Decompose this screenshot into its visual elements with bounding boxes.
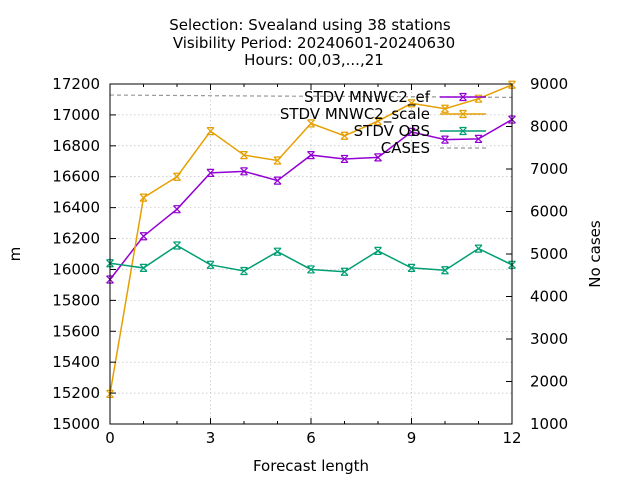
data-point-stdv-mnwc2-scale bbox=[173, 172, 181, 181]
y-tick-label: 15000 bbox=[52, 415, 100, 433]
y-tick-label: 16800 bbox=[52, 137, 100, 155]
x-tick-label: 12 bbox=[502, 429, 521, 447]
x-axis-label: Forecast length bbox=[253, 457, 369, 475]
y2-tick-label: 5000 bbox=[530, 245, 568, 263]
series-stdv-obs bbox=[106, 241, 516, 276]
x-tick-label: 9 bbox=[407, 429, 417, 447]
data-point-stdv-mnwc2-scale bbox=[374, 116, 382, 126]
data-point-stdv-mnwc2-scale bbox=[273, 156, 282, 165]
data-point-stdv-mnwc2-ef bbox=[474, 134, 483, 143]
data-point-stdv-mnwc2-ef bbox=[206, 168, 215, 177]
y-tick-label: 16400 bbox=[52, 199, 100, 217]
data-point-stdv-mnwc2-ef bbox=[407, 127, 416, 137]
x-tick-label: 3 bbox=[206, 429, 216, 447]
legend-marker-stdv-mnwc2-ef bbox=[459, 92, 467, 102]
data-point-stdv-mnwc2-ef bbox=[441, 135, 449, 144]
series-line-stdv-mnwc2-ef bbox=[109, 118, 513, 280]
legend-label-stdv-mnwc2-ef: STDV MNWC2_ef bbox=[304, 88, 431, 107]
data-point-stdv-mnwc2-scale bbox=[139, 193, 148, 202]
y-tick-label: 16200 bbox=[52, 230, 100, 248]
data-point-stdv-mnwc2-ef bbox=[374, 153, 382, 162]
x-tick-label: 6 bbox=[306, 429, 316, 447]
data-point-stdv-obs bbox=[240, 266, 248, 276]
title-line-1: Selection: Svealand using 38 stations bbox=[169, 16, 451, 34]
y2-tick-label: 3000 bbox=[530, 330, 568, 348]
data-point-stdv-mnwc2-scale bbox=[407, 99, 416, 108]
data-point-stdv-obs bbox=[206, 260, 215, 269]
y2-tick-label: 2000 bbox=[530, 373, 568, 391]
data-point-stdv-mnwc2-scale bbox=[206, 127, 215, 136]
y-axis-label: m bbox=[6, 247, 24, 262]
data-point-stdv-mnwc2-ef bbox=[139, 232, 148, 241]
data-point-stdv-mnwc2-ef bbox=[340, 154, 349, 164]
grid bbox=[110, 84, 512, 424]
data-point-stdv-obs bbox=[307, 265, 315, 274]
legend-label-stdv-obs: STDV OBS bbox=[354, 122, 430, 140]
data-point-stdv-obs bbox=[407, 263, 416, 273]
y2-axis-label: No cases bbox=[586, 220, 604, 288]
data-point-stdv-mnwc2-scale bbox=[340, 131, 349, 140]
data-point-stdv-obs bbox=[474, 244, 483, 253]
legend-marker-stdv-obs bbox=[459, 126, 467, 136]
y-tick-label: 17000 bbox=[52, 106, 100, 124]
y-tick-label: 16600 bbox=[52, 168, 100, 186]
title-line-2: Visibility Period: 20240601-20240630 bbox=[173, 34, 455, 52]
data-point-stdv-mnwc2-ef bbox=[173, 205, 181, 214]
data-point-stdv-mnwc2-scale bbox=[240, 150, 248, 160]
y-tick-label: 15600 bbox=[52, 322, 100, 340]
data-point-stdv-obs bbox=[441, 266, 449, 275]
legend-marker-stdv-mnwc2-scale bbox=[459, 109, 467, 119]
x-tick-label: 0 bbox=[105, 429, 115, 447]
data-point-stdv-obs bbox=[173, 241, 181, 250]
y2-tick-label: 9000 bbox=[530, 75, 568, 93]
y2-tick-label: 7000 bbox=[530, 160, 568, 178]
data-point-stdv-obs bbox=[273, 247, 282, 256]
y-tick-label: 15200 bbox=[52, 384, 100, 402]
y2-tick-label: 1000 bbox=[530, 415, 568, 433]
data-point-stdv-mnwc2-ef bbox=[273, 176, 282, 185]
title-line-3: Hours: 00,03,...,21 bbox=[244, 51, 384, 69]
data-point-stdv-mnwc2-scale bbox=[474, 94, 483, 103]
data-point-stdv-obs bbox=[374, 246, 382, 256]
data-point-stdv-obs bbox=[139, 263, 148, 273]
y2-tick-label: 8000 bbox=[530, 118, 568, 136]
y-tick-label: 17200 bbox=[52, 75, 100, 93]
data-point-stdv-mnwc2-ef bbox=[240, 167, 248, 176]
data-point-stdv-mnwc2-ef bbox=[307, 150, 315, 160]
data-point-stdv-obs bbox=[340, 267, 349, 276]
legend-label-cases: CASES bbox=[381, 139, 430, 157]
legend-label-stdv-mnwc2-scale: STDV MNWC2_scale bbox=[280, 105, 430, 124]
y-tick-label: 16000 bbox=[52, 260, 100, 278]
y-tick-label: 15400 bbox=[52, 353, 100, 371]
series-layer bbox=[106, 80, 516, 398]
chart-title: Selection: Svealand using 38 stations Vi… bbox=[169, 16, 455, 69]
y-tick-label: 15800 bbox=[52, 291, 100, 309]
y2-tick-label: 6000 bbox=[530, 203, 568, 221]
data-point-stdv-mnwc2-scale bbox=[307, 119, 315, 128]
y2-tick-label: 4000 bbox=[530, 288, 568, 306]
axis-ticks: 0 3 6 9 12 15000 15200 15400 15600 15800 16000 1620… bbox=[52, 75, 568, 447]
data-point-stdv-mnwc2-scale bbox=[441, 104, 449, 113]
